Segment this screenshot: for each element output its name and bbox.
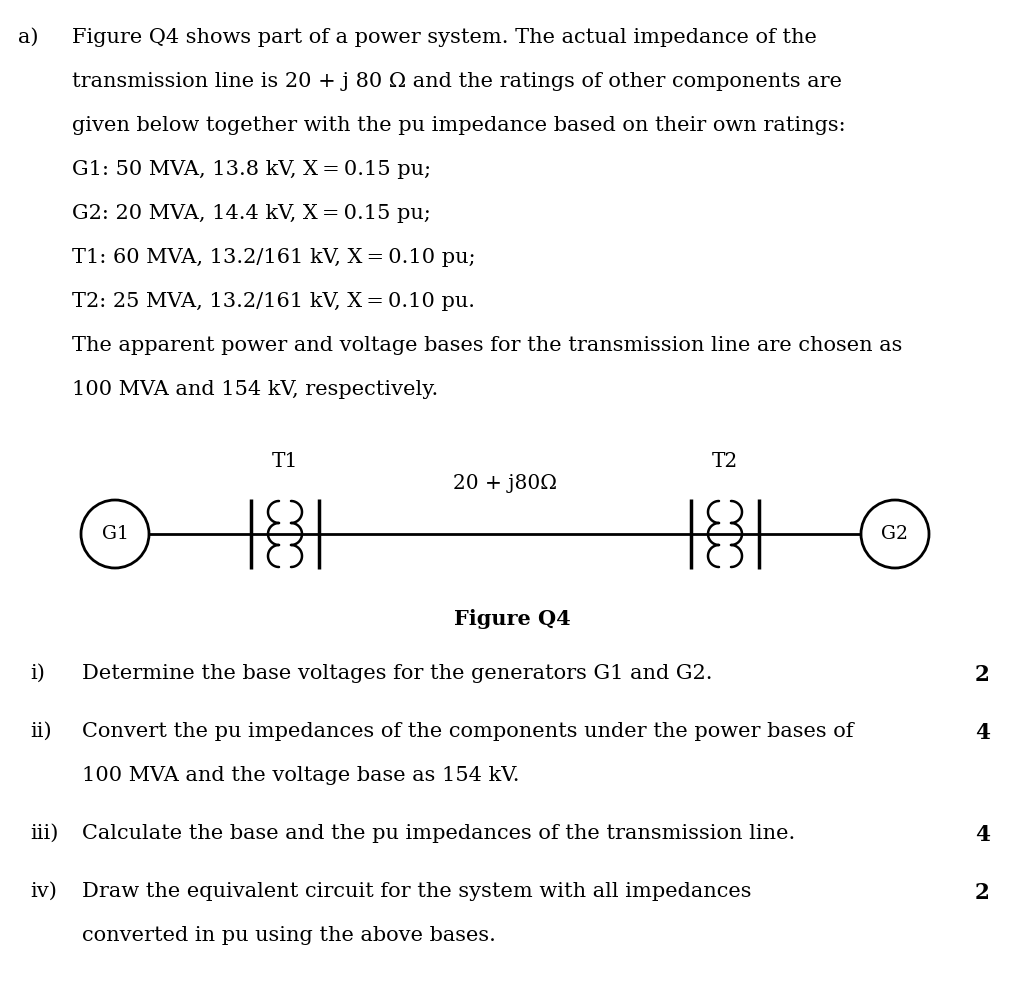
Text: G2: 20 MVA, 14.4 kV, X = 0.15 pu;: G2: 20 MVA, 14.4 kV, X = 0.15 pu; bbox=[72, 204, 431, 223]
Text: The apparent power and voltage bases for the transmission line are chosen as: The apparent power and voltage bases for… bbox=[72, 336, 902, 355]
Text: i): i) bbox=[30, 664, 45, 683]
Text: G1: G1 bbox=[101, 525, 128, 543]
Text: iv): iv) bbox=[30, 882, 57, 901]
Text: G1: 50 MVA, 13.8 kV, X = 0.15 pu;: G1: 50 MVA, 13.8 kV, X = 0.15 pu; bbox=[72, 160, 431, 179]
Text: a): a) bbox=[18, 28, 39, 47]
Text: 100 MVA and the voltage base as 154 kV.: 100 MVA and the voltage base as 154 kV. bbox=[82, 766, 519, 785]
Text: Determine the base voltages for the generators G1 and G2.: Determine the base voltages for the gene… bbox=[82, 664, 713, 683]
Text: Calculate the base and the pu impedances of the transmission line.: Calculate the base and the pu impedances… bbox=[82, 824, 796, 843]
Text: transmission line is 20 + j 80 Ω and the ratings of other components are: transmission line is 20 + j 80 Ω and the… bbox=[72, 72, 842, 91]
Text: Convert the pu impedances of the components under the power bases of: Convert the pu impedances of the compone… bbox=[82, 722, 853, 741]
Text: 2: 2 bbox=[975, 882, 990, 904]
Text: 2: 2 bbox=[975, 664, 990, 686]
Text: T2: T2 bbox=[712, 452, 738, 471]
Text: 100 MVA and 154 kV, respectively.: 100 MVA and 154 kV, respectively. bbox=[72, 380, 438, 399]
Text: G2: G2 bbox=[882, 525, 908, 543]
Text: T2: 25 MVA, 13.2/161 kV, X = 0.10 pu.: T2: 25 MVA, 13.2/161 kV, X = 0.10 pu. bbox=[72, 292, 475, 311]
Text: Figure Q4: Figure Q4 bbox=[454, 609, 570, 629]
Text: T1: T1 bbox=[271, 452, 298, 471]
Text: 4: 4 bbox=[975, 722, 990, 744]
Text: T1: 60 MVA, 13.2/161 kV, X = 0.10 pu;: T1: 60 MVA, 13.2/161 kV, X = 0.10 pu; bbox=[72, 248, 475, 267]
Text: iii): iii) bbox=[30, 824, 58, 843]
Text: converted in pu using the above bases.: converted in pu using the above bases. bbox=[82, 926, 496, 945]
Text: 20 + j80Ω: 20 + j80Ω bbox=[453, 474, 557, 493]
Text: Draw the equivalent circuit for the system with all impedances: Draw the equivalent circuit for the syst… bbox=[82, 882, 752, 901]
Text: given below together with the pu impedance based on their own ratings:: given below together with the pu impedan… bbox=[72, 116, 846, 135]
Text: 4: 4 bbox=[975, 824, 990, 846]
Text: Figure Q4 shows part of a power system. The actual impedance of the: Figure Q4 shows part of a power system. … bbox=[72, 28, 817, 47]
Text: ii): ii) bbox=[30, 722, 51, 741]
